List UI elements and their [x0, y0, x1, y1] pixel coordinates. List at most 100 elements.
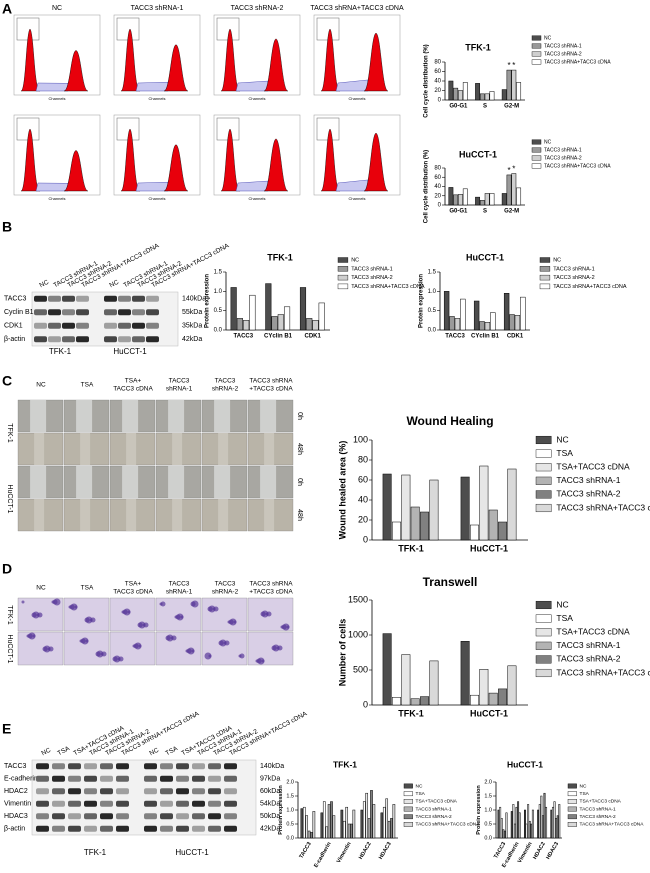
bar [523, 809, 526, 839]
y-tick-label: 1.5 [428, 270, 437, 276]
legend-label: TACC3 shRNA+TACC3 cDNA [351, 284, 425, 290]
blot-band [208, 813, 221, 820]
blot-band [144, 788, 157, 795]
micrograph [155, 631, 202, 666]
histogram-peak [220, 128, 241, 192]
bar [236, 318, 243, 331]
bar [310, 832, 313, 839]
blot-band [34, 336, 47, 343]
blot-band [144, 763, 157, 770]
flow-axis-label: Channels [349, 196, 366, 201]
bar [230, 287, 237, 331]
cell-stain [185, 649, 189, 653]
bar [484, 322, 491, 331]
bar [312, 320, 319, 331]
blot-band [104, 295, 117, 302]
bar [511, 173, 517, 206]
legend-label: TACC3 shRNA-1 [351, 266, 392, 272]
y-tick-label: 20 [434, 88, 441, 94]
chart-title: HuCCT-1 [466, 252, 504, 262]
y-tick-label: 1.5 [484, 793, 492, 799]
bar [541, 815, 544, 839]
blot-band [192, 763, 205, 770]
y-tick-label: 1000 [348, 629, 368, 639]
blot-lane-label: NC [40, 747, 52, 758]
image-header: TACC3 shRNA [249, 378, 293, 385]
blot-row-label: E-cadherin [4, 776, 38, 783]
blot-row-label: Vimentin [4, 801, 31, 808]
blot-band [176, 813, 189, 820]
image-header: TSA [81, 382, 94, 389]
legend-label: TACC3 shRNA-1 [553, 266, 594, 272]
blot-band [208, 788, 221, 795]
bar [322, 801, 326, 839]
legend-label: TACC3 shRNA+TACC3 cDNA [556, 667, 650, 677]
histogram-peak [63, 50, 89, 92]
significance-mark: * [512, 165, 515, 174]
bar [330, 801, 333, 839]
blot-band [116, 800, 129, 807]
blot-band [76, 309, 89, 316]
image-header: TSA+ [125, 378, 142, 385]
image-row-label: TFK-1 [6, 605, 13, 625]
blot-band [52, 800, 65, 807]
blot-band [68, 825, 81, 832]
flow-header: TACC3 shRNA+TACC3 cDNA [310, 5, 404, 12]
cell-stain [174, 615, 178, 619]
legend-label: TSA [556, 613, 573, 623]
legend-swatch [567, 783, 577, 789]
y-tick-label: 0.5 [428, 308, 437, 314]
y-tick-label: 1.0 [214, 289, 223, 295]
x-tick-label: TFK-1 [398, 708, 424, 718]
blot-group-label: TFK-1 [49, 347, 72, 356]
legend-label: NC [580, 783, 587, 789]
bar [299, 287, 307, 331]
legend-swatch [337, 257, 349, 263]
x-tick-label: HDAC2 [358, 841, 373, 860]
bar [515, 806, 518, 839]
blot-row-label: HDAC3 [4, 813, 28, 820]
bar [305, 815, 309, 839]
blot-band [100, 825, 113, 832]
y-tick-label: 0.5 [214, 308, 223, 314]
blot-band [76, 295, 89, 302]
blot-band [224, 825, 237, 832]
bar [302, 806, 306, 839]
y-tick-label: 0.0 [484, 835, 492, 841]
blot-size-label: 55kDa [182, 309, 202, 316]
bar [401, 474, 411, 541]
x-tick-label: G0-G1 [449, 104, 468, 110]
blot-band [176, 775, 189, 782]
bar [387, 820, 391, 839]
blot-band [176, 825, 189, 832]
blot-band [34, 322, 47, 329]
y-tick-label: 80 [358, 454, 368, 464]
legend-swatch [531, 51, 542, 57]
blot-band [68, 763, 81, 770]
cell-stain [218, 640, 224, 646]
x-tick-label: S [483, 104, 487, 110]
bar [306, 318, 313, 331]
blot-band [116, 813, 129, 820]
legend-swatch [535, 490, 552, 499]
blot-band [146, 322, 159, 329]
blot-band [36, 825, 49, 832]
legend-label: TACC3 shRNA-2 [553, 275, 594, 281]
bar [484, 193, 490, 206]
legend-swatch [535, 463, 552, 472]
image-header: shRNA-2 [212, 589, 239, 596]
y-axis-label: Protein expression [418, 274, 424, 328]
bar [511, 69, 517, 101]
bar [453, 194, 459, 206]
legend-label: TACC3 shRNA-1 [556, 640, 620, 650]
legend-label: TSA+TACC3 cDNA [580, 799, 622, 805]
wound-gap [80, 433, 91, 465]
blot-band [192, 788, 205, 795]
image-header: TACC3 [169, 378, 190, 385]
bar [556, 815, 559, 839]
histogram-peak [320, 28, 341, 92]
bar [345, 806, 349, 839]
bar [505, 812, 508, 839]
histogram-s-phase [35, 82, 69, 92]
